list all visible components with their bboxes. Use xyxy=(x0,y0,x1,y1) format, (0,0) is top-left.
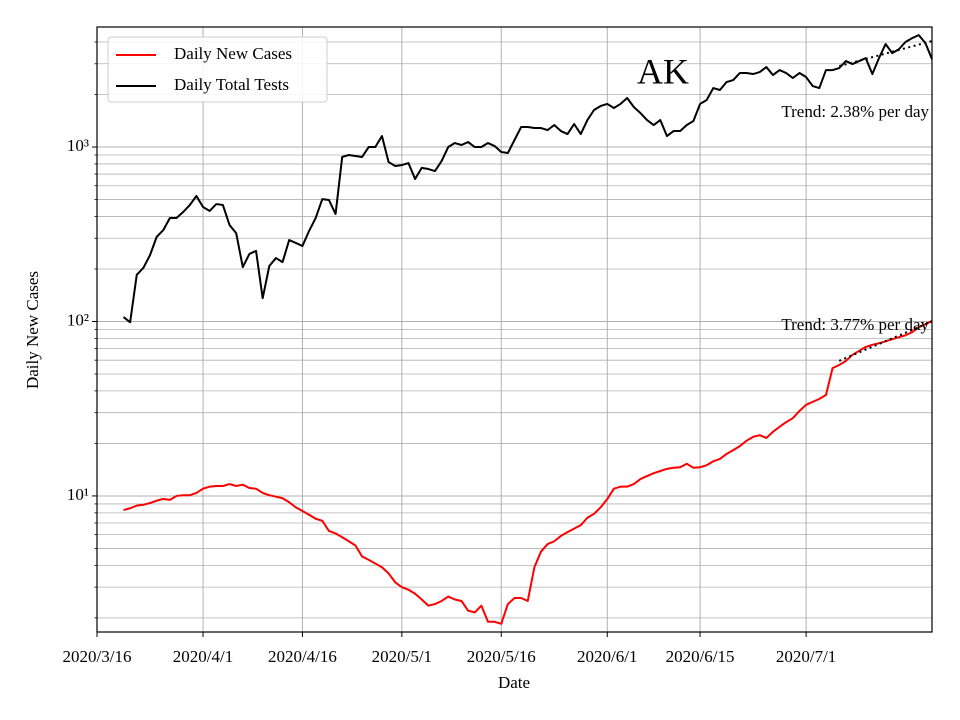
legend-label: Daily Total Tests xyxy=(174,75,289,94)
y-tick-label: 10³ xyxy=(67,136,89,155)
x-axis-label: Date xyxy=(498,673,530,692)
data-line xyxy=(122,34,933,324)
legend xyxy=(107,36,328,103)
trend-line xyxy=(838,320,933,362)
legend-entries: Daily New Cases Daily Total Tests xyxy=(116,44,292,94)
y-tick-label: 10¹ xyxy=(67,485,89,504)
x-tick-label: 2020/4/16 xyxy=(268,647,337,666)
x-tick-label: 2020/6/1 xyxy=(577,647,637,666)
y-axis-label: Daily New Cases xyxy=(23,271,42,389)
x-tick-label: 2020/5/1 xyxy=(372,647,432,666)
y-tick-label: 10² xyxy=(67,310,89,329)
legend-label: Daily New Cases xyxy=(174,44,292,63)
x-tick-label: 2020/6/15 xyxy=(666,647,735,666)
x-tick-label: 2020/7/1 xyxy=(776,647,836,666)
marks xyxy=(122,34,933,625)
x-tick-label: 2020/5/16 xyxy=(467,647,536,666)
x-tick-label: 2020/4/1 xyxy=(173,647,233,666)
trend-label: Trend: 2.38% per day xyxy=(781,102,929,121)
x-tick-label: 2020/3/16 xyxy=(63,647,132,666)
plot-frame xyxy=(96,26,933,633)
state-label: AK xyxy=(637,51,689,91)
trend-label: Trend: 3.77% per day xyxy=(781,315,929,334)
data-line xyxy=(123,319,933,625)
